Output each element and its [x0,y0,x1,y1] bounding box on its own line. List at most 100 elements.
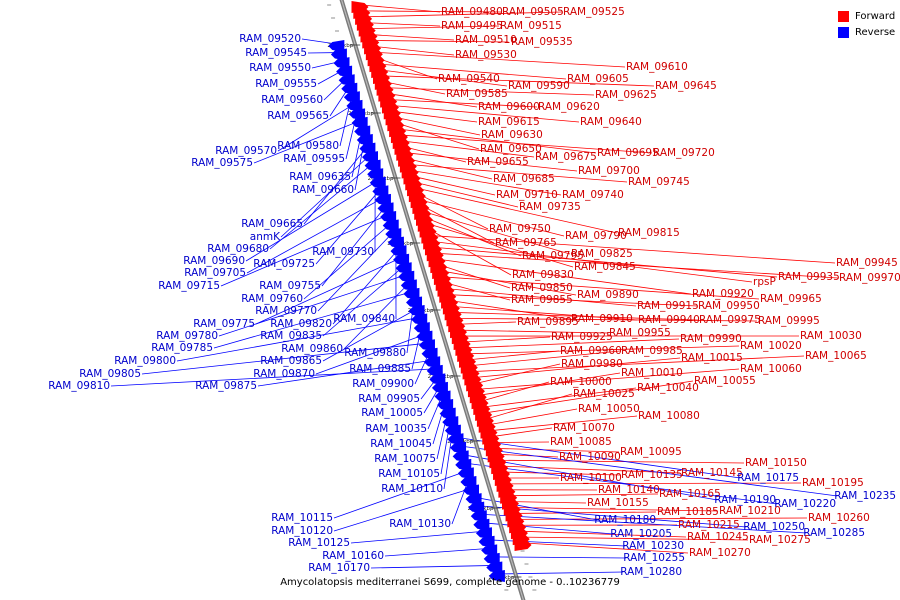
forward-gene-label[interactable]: RAM_10135 [621,469,683,481]
forward-gene-label[interactable]: RAM_09685 [493,173,555,185]
reverse-gene-label[interactable]: RAM_10045 [370,438,432,450]
forward-gene-label[interactable]: RAM_09765 [495,237,557,249]
reverse-gene-label[interactable]: RAM_10190 [714,494,776,506]
reverse-gene-RAM_09785[interactable] [403,287,420,300]
forward-gene-label[interactable]: RAM_09710 [496,189,558,201]
forward-gene-label[interactable]: RAM_10040 [637,382,699,394]
reverse-gene-RAM_09575[interactable] [351,116,368,129]
forward-gene-label[interactable]: RAM_09505 [502,6,564,18]
reverse-gene-anmK[interactable] [362,151,379,164]
reverse-gene-label[interactable]: RAM_09715 [158,280,220,292]
reverse-gene-label[interactable]: RAM_09800 [114,355,176,367]
forward-gene-label[interactable]: RAM_09745 [628,176,690,188]
reverse-gene-RAM_10045[interactable] [437,399,454,412]
forward-gene-label[interactable]: RAM_09750 [489,223,551,235]
reverse-gene-label[interactable]: RAM_09555 [255,78,317,90]
forward-gene-label[interactable]: RAM_09645 [655,80,717,92]
reverse-gene-RAM_09805[interactable] [418,339,435,352]
reverse-gene-RAM_09775[interactable] [393,253,410,266]
reverse-gene-RAM_09870[interactable] [416,330,433,343]
forward-gene-label[interactable]: RAM_09610 [626,61,688,73]
forward-gene-label[interactable]: RAM_10245 [687,531,749,543]
forward-gene-label[interactable]: RAM_09975 [699,314,761,326]
reverse-gene-RAM_09560[interactable] [338,74,355,87]
reverse-gene-label[interactable]: RAM_09865 [260,355,322,367]
forward-gene-label[interactable]: RAM_09495 [441,20,503,32]
reverse-gene-RAM_09725[interactable] [372,185,389,198]
forward-gene-label[interactable]: RAM_09590 [508,80,570,92]
reverse-gene-label[interactable]: RAM_10205 [610,528,672,540]
forward-gene-label[interactable]: RAM_10090 [559,451,621,463]
reverse-gene-label[interactable]: RAM_10230 [622,540,684,552]
forward-gene-label[interactable]: RAM_09990 [680,333,742,345]
reverse-gene-label[interactable]: RAM_10035 [365,423,427,435]
reverse-gene-RAM_10220[interactable] [455,458,472,471]
forward-gene-label[interactable]: RAM_10150 [745,457,807,469]
reverse-gene-RAM_09680[interactable] [364,159,381,172]
reverse-gene-label[interactable]: RAM_09835 [260,330,322,342]
reverse-gene-RAM_10005[interactable] [431,381,448,394]
forward-gene-label[interactable]: RAM_10145 [681,467,743,479]
forward-gene-label[interactable]: RAM_10020 [740,340,802,352]
reverse-gene-label[interactable]: RAM_10160 [322,550,384,562]
reverse-gene-RAM_09550[interactable] [333,57,350,70]
forward-gene-label[interactable]: RAM_09675 [535,151,597,163]
reverse-gene-label[interactable]: RAM_10120 [271,525,333,537]
reverse-gene-label[interactable]: RAM_10130 [389,518,451,530]
reverse-gene-label[interactable]: RAM_10235 [834,490,896,502]
forward-gene-label[interactable]: RAM_09615 [478,116,540,128]
reverse-gene-label[interactable]: RAM_10280 [620,566,682,578]
reverse-gene-label[interactable]: RAM_09900 [352,378,414,390]
reverse-gene-label[interactable]: RAM_09565 [267,110,329,122]
reverse-gene-label[interactable]: RAM_09635 [289,171,351,183]
forward-gene-label[interactable]: RAM_10000 [550,376,612,388]
forward-gene-label[interactable]: RAM_09850 [511,282,573,294]
reverse-gene-label[interactable]: RAM_09780 [156,330,218,342]
forward-gene-label[interactable]: RAM_10050 [578,403,640,415]
forward-gene-label[interactable]: RAM_09630 [481,129,543,141]
reverse-gene-RAM_10190[interactable] [452,450,469,463]
forward-gene-label[interactable]: RAM_09935 [778,271,840,283]
reverse-gene-RAM_09885[interactable] [413,322,430,335]
forward-gene-label[interactable]: RAM_09735 [519,201,581,213]
reverse-gene-label[interactable]: RAM_10175 [737,472,799,484]
reverse-gene-RAM_10110[interactable] [444,424,461,437]
forward-gene-label[interactable]: RAM_09915 [637,300,699,312]
forward-gene-label[interactable]: RAM_09515 [500,20,562,32]
reverse-gene-RAM_09665[interactable] [359,142,376,155]
forward-gene-label[interactable]: RAM_10275 [749,534,811,546]
forward-gene-label[interactable]: RAM_09960 [560,345,622,357]
reverse-gene-RAM_09565[interactable] [341,82,358,95]
forward-gene-label[interactable]: RAM_09970 [839,272,900,284]
reverse-gene-RAM_09800[interactable] [411,313,428,326]
reverse-gene-RAM_10285[interactable] [470,510,487,523]
reverse-gene-label[interactable]: RAM_09580 [277,140,339,152]
forward-gene-RAM_10270[interactable] [514,539,532,551]
reverse-gene-RAM_10175[interactable] [447,433,464,446]
reverse-gene-RAM_09780[interactable] [398,270,415,283]
reverse-gene-label[interactable]: RAM_09690 [183,255,245,267]
reverse-gene-label[interactable]: RAM_09905 [358,393,420,405]
reverse-gene-label[interactable]: RAM_09730 [312,246,374,258]
forward-gene-label[interactable]: RAM_10070 [553,422,615,434]
reverse-gene-label[interactable]: RAM_09810 [48,380,110,392]
forward-gene-label[interactable]: RAM_09965 [760,293,822,305]
reverse-gene-RAM_09905[interactable] [429,373,446,386]
forward-gene-label[interactable]: RAM_09945 [836,257,898,269]
reverse-gene-RAM_09835[interactable] [395,262,412,275]
reverse-gene-label[interactable]: RAM_09680 [207,243,269,255]
forward-gene-label[interactable]: RAM_09540 [438,73,500,85]
reverse-gene-RAM_10250[interactable] [468,501,485,514]
reverse-gene-label[interactable]: RAM_09570 [215,145,277,157]
reverse-gene-label[interactable]: RAM_09560 [261,94,323,106]
forward-gene-label[interactable]: RAM_09530 [455,49,517,61]
forward-gene-label[interactable]: RAM_10095 [620,446,682,458]
reverse-gene-RAM_10035[interactable] [434,390,451,403]
reverse-gene-label[interactable]: RAM_10255 [623,552,685,564]
reverse-gene-label[interactable]: RAM_10105 [378,468,440,480]
forward-gene-label[interactable]: RAM_10185 [657,506,719,518]
forward-gene-label[interactable]: RAM_09980 [561,358,623,370]
reverse-gene-label[interactable]: RAM_09665 [241,218,303,230]
forward-gene-label[interactable]: RAM_09700 [578,165,640,177]
forward-gene-label[interactable]: RAM_09845 [574,261,636,273]
